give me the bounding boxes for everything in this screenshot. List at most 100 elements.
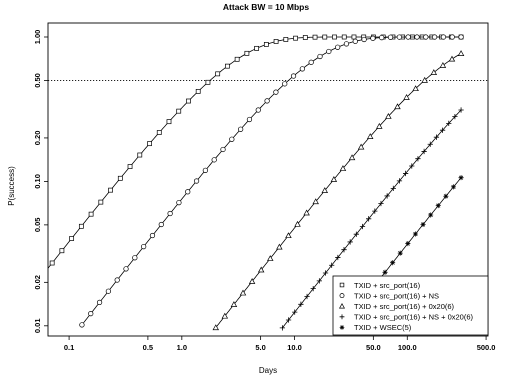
chart-title: Attack BW = 10 Mbps [223,2,309,12]
series-point [339,282,345,288]
series-point [423,34,429,40]
series-point [123,266,129,272]
series-point [166,119,172,125]
series-point [312,198,319,205]
series-group [48,34,465,333]
series-point [137,152,143,158]
series-point [339,165,347,171]
series-point [326,48,332,55]
series-point [285,232,292,239]
series-point [439,62,447,68]
series-1 [79,34,464,328]
legend-label: TXID + WSEC(5) [354,323,412,332]
series-point [238,126,244,132]
series-point [412,85,419,92]
series-point [330,176,338,182]
series-point [341,34,347,40]
series-point [158,221,164,228]
series-point [384,193,390,199]
series-point [329,262,335,268]
y-tick-label: 1.00 [33,30,42,45]
series-point [147,141,152,147]
series-point [396,178,403,184]
series-point [322,34,328,40]
series-point [141,243,147,250]
series-point [335,254,341,261]
series-point [387,34,394,40]
series-point [263,42,269,47]
series-point [211,157,217,163]
series-point [167,210,173,217]
y-tick-label: 0.50 [33,73,42,88]
series-point [176,199,182,206]
series-point [88,211,94,217]
legend-label: TXID + src_port(16) [354,281,421,290]
series-point [450,184,456,190]
series-point [366,133,374,139]
plot-area: 0.1 0.5 1.0 5.0 10.0 50.0 100.0 500.0 0.01 0.02 0.… [33,22,496,352]
legend-box [332,275,489,336]
series-point [176,108,182,114]
series-point [378,200,384,207]
series-point [376,122,383,129]
x-tick-label: 0.5 [143,343,153,352]
x-tick-label: 100.0 [398,343,417,352]
series-point [433,134,440,140]
legend: TXID + src_port(16)TXID + src_port(16) +… [332,275,489,336]
series-point [382,269,388,275]
series-point [366,216,372,222]
series-point [446,120,452,126]
series-point [285,317,292,323]
y-tick-label: 0.01 [33,319,42,334]
series-point [343,41,350,47]
series-point [225,63,230,69]
series-point [290,73,297,79]
series-point [279,325,286,331]
series-point [316,278,322,284]
series-point [212,324,219,331]
series-line [48,36,462,269]
series-point [390,260,396,266]
series-point [185,189,191,195]
legend-label: TXID + src_port(16) + NS [354,291,439,300]
series-point [205,79,211,85]
series-point [310,286,316,292]
series-point [339,314,345,320]
x-tick-label: 500.0 [477,343,496,352]
series-point [440,34,447,40]
series-point [421,76,428,83]
series-point [435,203,441,209]
series-point [273,39,279,44]
x-axis-title: Days [259,366,277,375]
series-point [312,34,318,40]
series-point [264,98,270,104]
series-2 [212,50,465,331]
series-point [215,71,221,77]
series-point [396,34,402,40]
series-point [255,107,261,113]
series-line [215,53,462,328]
series-point [108,187,113,193]
series-point [96,299,103,306]
x-tick-label: 5.0 [255,343,265,352]
series-point [370,35,376,41]
series-point [322,270,329,276]
series-point [458,107,464,113]
series-point [149,232,156,239]
series-point [452,113,458,120]
series-point [299,66,305,72]
y-tick-label: 0.02 [33,275,42,290]
series-point [335,44,341,50]
series-point [229,136,235,142]
series-point [317,53,323,60]
series-point [394,103,401,110]
series-point [127,164,133,169]
series-point [132,255,138,261]
series-point [428,212,434,218]
series-point [230,301,238,307]
series-point [458,34,464,40]
series-point [353,231,359,237]
series-point [338,303,346,309]
series-point [298,301,304,307]
series-point [114,277,120,283]
